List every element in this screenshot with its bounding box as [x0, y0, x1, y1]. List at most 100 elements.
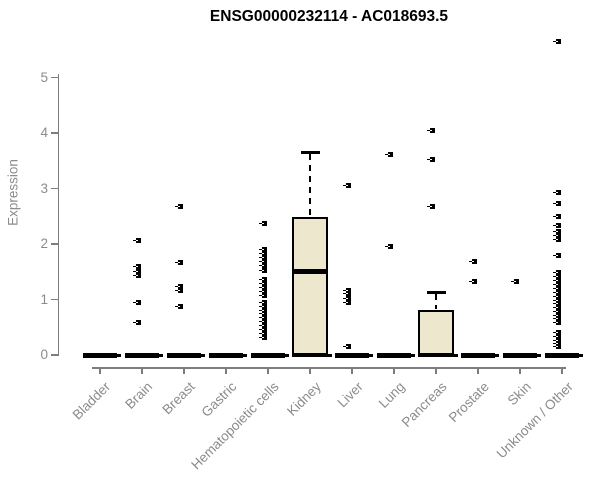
- outlier-point: [426, 157, 435, 163]
- x-tick-label: Brain: [122, 379, 156, 412]
- x-axis-tick: [183, 367, 185, 374]
- outlier-point: [258, 326, 267, 332]
- outlier-point: [258, 280, 267, 286]
- zero-bar: [418, 352, 458, 357]
- outlier-point: [468, 258, 477, 264]
- y-axis-tick: [51, 187, 59, 190]
- x-tick-label: Lung: [375, 379, 408, 411]
- outlier-point: [552, 344, 561, 350]
- x-axis-tick: [519, 367, 521, 374]
- outlier-point: [342, 291, 351, 297]
- outlier-point: [258, 315, 267, 321]
- zero-bar: [461, 352, 499, 358]
- y-tick-label: 3: [40, 180, 48, 196]
- outlier-point: [258, 254, 267, 260]
- x-axis-tick: [309, 367, 311, 374]
- outlier-point: [552, 282, 561, 287]
- outlier-point: [258, 288, 267, 294]
- x-axis-line: [92, 367, 566, 369]
- x-axis-tick: [351, 367, 353, 374]
- zero-bar: [83, 352, 121, 358]
- outlier-point: [342, 287, 351, 293]
- y-tick-label: 4: [40, 125, 48, 140]
- zero-bar: [503, 352, 541, 358]
- outlier-point: [552, 320, 561, 326]
- outlier-point: [552, 274, 561, 280]
- whisker-line-Pancreas: [435, 294, 437, 310]
- outlier-point: [552, 289, 561, 295]
- x-tick-label: Gastric: [198, 379, 240, 420]
- zero-bar: [167, 352, 205, 358]
- outlier-point: [258, 250, 267, 256]
- outlier-point: [552, 200, 561, 206]
- whisker-line-Kidney: [309, 154, 311, 217]
- y-axis-tick: [51, 354, 59, 356]
- y-axis-tick: [51, 132, 59, 134]
- outlier-point: [174, 260, 183, 266]
- outlier-point: [552, 189, 561, 195]
- y-tick-label: 0: [40, 347, 48, 362]
- outlier-point: [552, 253, 561, 259]
- x-tick-label: Bladder: [70, 379, 114, 423]
- zero-bar: [335, 352, 373, 358]
- outlier-point: [132, 320, 141, 326]
- zero-bar: [251, 352, 289, 358]
- zero-bar: [545, 352, 583, 358]
- median-line-Kidney: [292, 269, 328, 275]
- outlier-point: [552, 237, 561, 243]
- outlier-point: [552, 278, 561, 284]
- outlier-point: [552, 293, 561, 299]
- y-tick-label: 5: [40, 69, 48, 85]
- x-axis-tick: [435, 367, 437, 374]
- outlier-point: [258, 292, 267, 298]
- outlier-point: [552, 316, 561, 322]
- outlier-point: [258, 334, 267, 340]
- outlier-point: [552, 233, 561, 239]
- outlier-point: [258, 268, 267, 274]
- outlier-point: [342, 295, 351, 301]
- outlier-point: [132, 300, 141, 306]
- outlier-point: [258, 277, 267, 283]
- outlier-point: [342, 343, 351, 349]
- zero-bar: [125, 352, 163, 358]
- outlier-point: [552, 301, 561, 307]
- box-Kidney: [292, 217, 328, 357]
- zero-bar: [209, 352, 247, 358]
- outlier-point: [552, 39, 561, 45]
- outlier-point: [384, 151, 393, 157]
- x-axis-tick: [225, 367, 227, 374]
- y-tick-label: 2: [40, 236, 48, 251]
- x-tick-label: Kidney: [283, 379, 324, 419]
- x-tick-label: Breast: [159, 379, 198, 418]
- outlier-point: [174, 303, 183, 309]
- outlier-point: [258, 303, 267, 309]
- outlier-point: [258, 330, 267, 336]
- outlier-point: [552, 270, 561, 276]
- whisker-cap-Pancreas: [426, 291, 446, 294]
- outlier-point: [258, 220, 267, 226]
- outlier-point: [552, 229, 561, 235]
- x-axis-tick: [561, 367, 563, 374]
- outlier-point: [132, 272, 141, 278]
- x-axis-tick: [99, 367, 101, 374]
- outlier-point: [132, 237, 141, 243]
- outlier-point: [426, 127, 435, 133]
- outlier-point: [552, 341, 561, 347]
- x-axis-tick: [477, 367, 479, 374]
- outlier-point: [552, 308, 561, 314]
- outlier-point: [510, 278, 519, 284]
- outlier-point: [468, 278, 477, 284]
- y-axis-tick: [51, 76, 59, 79]
- outlier-point: [174, 204, 183, 210]
- box-Pancreas: [418, 310, 454, 357]
- outlier-point: [132, 268, 141, 274]
- x-tick-label: Prostate: [445, 379, 492, 426]
- x-axis-tick: [141, 367, 143, 374]
- outlier-point: [258, 319, 267, 325]
- x-axis-tick: [393, 367, 395, 374]
- outlier-point: [258, 311, 267, 317]
- outlier-point: [342, 183, 351, 189]
- outlier-point: [552, 223, 561, 229]
- x-tick-label: Liver: [334, 379, 366, 411]
